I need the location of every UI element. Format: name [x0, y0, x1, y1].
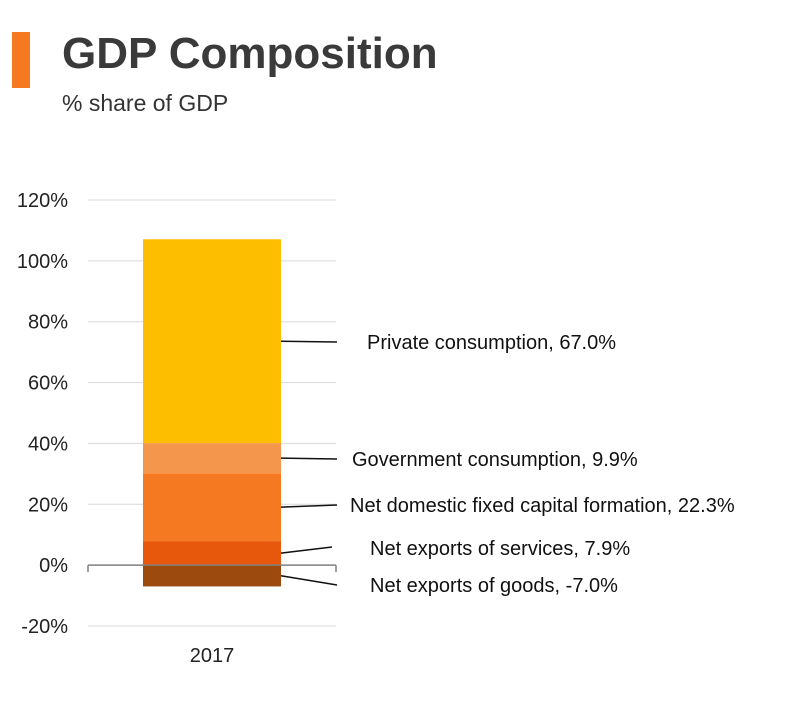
y-tick-label: 20%: [28, 494, 68, 516]
data-label: Net exports of services, 7.9%: [370, 538, 630, 560]
leader-line: [280, 546, 333, 554]
bar-segment: [143, 541, 281, 566]
y-tick-label: 80%: [28, 312, 68, 334]
bar-segments: [143, 239, 281, 587]
data-labels: Net exports of goods, -7.0% Net exports o…: [280, 332, 735, 597]
x-tick-label: 2017: [190, 645, 235, 667]
y-tick-label: 120%: [17, 190, 68, 212]
bar-segment: [143, 565, 281, 587]
data-label: Net exports of goods, -7.0%: [370, 575, 618, 597]
leader-line: [280, 340, 338, 343]
y-tick-label: 40%: [28, 433, 68, 455]
y-axis-tick-labels: -20% 0% 20% 40% 60% 80% 100% 120%: [17, 190, 68, 638]
x-axis-tick-labels: 2017: [190, 645, 235, 667]
leader-line: [280, 575, 338, 586]
y-tick-label: 0%: [39, 555, 68, 577]
data-label: Net domestic fixed capital formation, 22…: [350, 495, 735, 517]
leader-line: [280, 504, 338, 508]
data-label: Private consumption, 67.0%: [367, 332, 616, 354]
data-label: Government consumption, 9.9%: [352, 449, 638, 471]
bar-segment: [143, 473, 281, 542]
y-tick-label: -20%: [21, 616, 68, 638]
chart-subtitle: % share of GDP: [62, 90, 229, 116]
bar-segment: [143, 443, 281, 474]
leader-line: [280, 457, 338, 460]
chart-title: GDP Composition: [62, 29, 438, 78]
bar-segment: [143, 239, 281, 444]
y-tick-label: 60%: [28, 373, 68, 395]
y-tick-label: 100%: [17, 251, 68, 273]
x-axis: [87, 564, 337, 573]
title-accent-bar: [12, 32, 30, 88]
